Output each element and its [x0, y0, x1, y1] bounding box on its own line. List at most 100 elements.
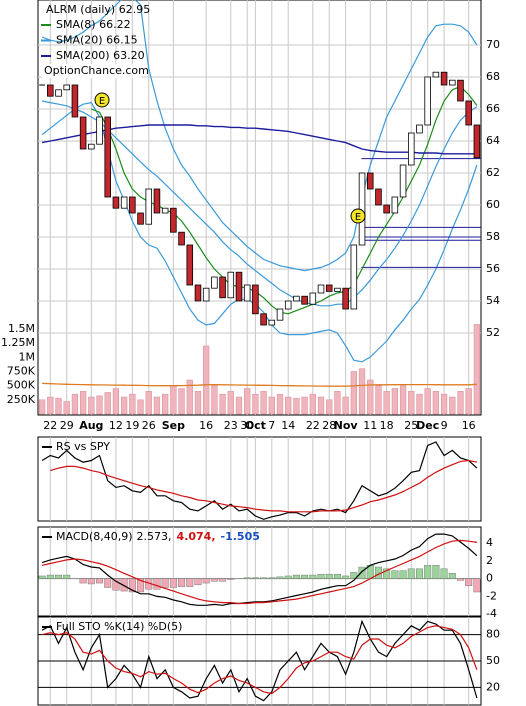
candle — [47, 84, 54, 97]
volume-bar — [252, 393, 259, 415]
histogram-bar — [210, 578, 218, 582]
volume-bar — [38, 399, 46, 415]
x-tick-label: 16 — [462, 419, 476, 432]
moving-average — [41, 124, 477, 155]
moving-average — [41, 100, 478, 307]
panel-title: RS vs SPY — [56, 440, 110, 453]
x-tick-label: 9 — [441, 419, 448, 432]
x-tick-label: 19 — [125, 419, 139, 432]
histogram-bar — [55, 574, 62, 579]
panel-frame — [37, 436, 482, 522]
panel-frame — [37, 0, 482, 416]
panel-title: MACD(8,40,9) — [56, 530, 133, 543]
indicator-line — [41, 625, 478, 695]
candle — [252, 284, 259, 315]
candle — [202, 287, 210, 302]
y-tick-label: 54 — [486, 294, 500, 307]
volume-bar — [178, 388, 185, 415]
candle — [383, 204, 390, 214]
candle — [153, 188, 161, 214]
histogram-bar — [153, 578, 161, 590]
annotation-bg — [42, 64, 142, 78]
y-tick-label: 50 — [486, 654, 500, 667]
candle — [219, 276, 226, 299]
candle — [104, 116, 112, 198]
x-tick-label: 11 — [363, 419, 377, 432]
histogram-bar — [457, 578, 464, 581]
legend-label: -1.505 — [221, 530, 260, 543]
candle — [399, 164, 407, 198]
histogram-bar — [178, 578, 186, 587]
legend-label: 4.074, — [177, 530, 216, 543]
x-tick-label: 28 — [322, 419, 336, 432]
candle — [309, 292, 317, 305]
histogram-bar — [350, 572, 358, 579]
candle — [325, 284, 333, 292]
volume-bar — [473, 324, 481, 415]
candle — [293, 295, 300, 302]
histogram-bar — [268, 577, 276, 579]
bollinger-lower — [41, 101, 478, 363]
histogram-bar — [424, 565, 432, 579]
candle — [301, 295, 308, 305]
indicator-line — [41, 441, 478, 520]
volume-bar — [268, 396, 275, 415]
volume-bar — [367, 379, 374, 415]
x-tick-label: 29 — [60, 419, 74, 432]
histogram-bar — [128, 578, 136, 593]
volume-bar — [293, 397, 300, 415]
volume-bar — [235, 396, 243, 415]
candle — [71, 84, 79, 118]
volume-bar — [399, 385, 407, 415]
bollinger-upper — [41, 0, 478, 272]
candle — [391, 196, 399, 214]
volume-bar — [334, 391, 341, 415]
volume-tick-label: 750K — [7, 365, 36, 378]
candle — [178, 231, 185, 246]
histogram-bar — [79, 578, 87, 584]
x-tick-label: 23 — [224, 419, 238, 432]
candle — [284, 300, 292, 310]
candle — [424, 76, 431, 126]
volume-bar — [194, 391, 202, 415]
histogram-bar — [317, 573, 325, 579]
candle — [235, 271, 243, 302]
histogram-bar — [473, 578, 481, 593]
volume-bar — [88, 396, 95, 415]
volume-bar — [129, 393, 136, 415]
annotation: OptionChance.com — [44, 64, 149, 77]
histogram-bar — [63, 574, 71, 579]
volume-bar — [285, 396, 292, 415]
y-tick-label: 2 — [486, 554, 493, 567]
candle — [227, 271, 235, 299]
histogram-bar — [194, 578, 202, 586]
volume-bar — [317, 396, 325, 415]
candle — [79, 116, 87, 150]
candle — [194, 284, 202, 302]
histogram-bar — [432, 565, 440, 579]
volume-bar — [309, 393, 316, 415]
candle — [440, 71, 448, 86]
histogram-bar — [112, 578, 120, 591]
histogram-bar — [391, 570, 399, 579]
histogram-bar — [186, 578, 194, 587]
y-tick-label: 56 — [486, 262, 500, 275]
volume-bar — [104, 392, 111, 415]
histogram-bar — [276, 576, 284, 579]
candle — [473, 124, 481, 159]
candle — [170, 207, 177, 233]
x-tick-label: 25 — [404, 419, 418, 432]
y-tick-label: 62 — [486, 166, 500, 179]
volume-bar — [203, 345, 210, 415]
volume-bar — [219, 393, 226, 415]
volume-bar — [121, 396, 128, 415]
volume-bar — [227, 391, 234, 415]
plot-area — [41, 437, 478, 521]
volume-bar — [63, 401, 70, 415]
y-tick-label: 4 — [486, 536, 493, 549]
volume-bar — [145, 391, 152, 415]
histogram-bar — [137, 578, 145, 593]
histogram-bar — [243, 577, 251, 579]
candle — [186, 244, 194, 286]
